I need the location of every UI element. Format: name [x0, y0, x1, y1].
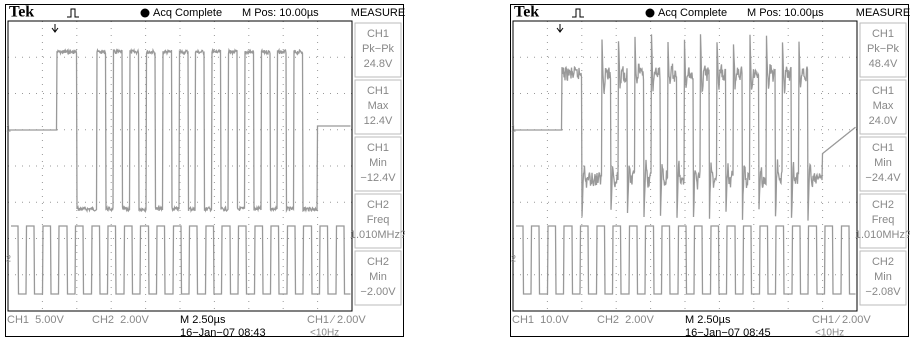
measure-name: Pk−Pk: [867, 43, 900, 55]
measure-channel: CH2: [367, 199, 389, 211]
trigger-arrow: [52, 24, 58, 32]
measure-channel: CH1: [872, 85, 894, 97]
trigger-setting: CH1 ∕ 2.00V: [812, 314, 871, 326]
mpos: M Pos: 10.00µs: [747, 7, 824, 19]
measure-name: Freq: [367, 214, 390, 226]
measure-channel: CH1: [367, 85, 389, 97]
measure-channel: CH2: [872, 199, 894, 211]
ch1-scale: CH1 5.00V: [7, 314, 65, 326]
ch2-marker: 2: [511, 253, 516, 263]
acq-status: Acq Complete: [153, 7, 222, 19]
scope-screen: Tek Acq Complete M Pos: 10.00µs 1 2 MEASURE CH…: [510, 4, 910, 338]
measure-value: 12.4V: [364, 115, 393, 127]
date-time: 16−Jan−07 08:43: [180, 327, 266, 338]
measure-value: −24.4V: [865, 172, 901, 184]
acq-status: Acq Complete: [658, 7, 727, 19]
ch1-marker: 1: [6, 123, 11, 133]
measure-title: MEASURE: [351, 7, 405, 19]
ch1-trace: [9, 50, 351, 211]
trigger-arrow: [557, 24, 563, 32]
measure-value: 24.0V: [869, 115, 898, 127]
ch2-scale: CH2 2.00V: [92, 314, 150, 326]
measure-name: Max: [873, 100, 894, 112]
measure-value: −2.08V: [865, 286, 901, 298]
trigger-icon: [67, 9, 79, 17]
trigger-freq: <10Hz: [815, 328, 844, 338]
measure-value: −12.4V: [360, 172, 396, 184]
timebase: M 2.50µs: [685, 314, 731, 326]
trigger-setting: CH1 ∕ 2.00V: [307, 314, 366, 326]
page: Tek Acq Complete M Pos: 10.00µs 1 2 MEASURE CH…: [0, 0, 920, 341]
mpos: M Pos: 10.00µs: [242, 7, 319, 19]
acq-dot: [141, 9, 150, 18]
measure-name: Min: [874, 271, 892, 283]
ch2-marker: 2: [6, 253, 11, 263]
ch1-scale: CH1 10.0V: [512, 314, 570, 326]
measure-title: MEASURE: [856, 7, 910, 19]
brand: Tek: [514, 4, 539, 21]
measure-value: 48.4V: [869, 58, 898, 70]
measure-name: Max: [368, 100, 389, 112]
measure-channel: CH1: [367, 142, 389, 154]
ch1-marker: 1: [511, 123, 516, 133]
measure-channel: CH1: [872, 142, 894, 154]
measure-name: Min: [369, 271, 387, 283]
measure-channel: CH2: [367, 256, 389, 268]
measure-name: Min: [874, 157, 892, 169]
trigger-freq: <10Hz: [310, 328, 339, 338]
measure-name: Freq: [872, 214, 895, 226]
measure-name: Min: [369, 157, 387, 169]
measure-channel: CH1: [872, 28, 894, 40]
measure-value: 1.010MHz?: [350, 229, 405, 241]
ch1-trace: [514, 34, 856, 220]
scope-screen: Tek Acq Complete M Pos: 10.00µs 1 2 MEASURE CH…: [5, 4, 405, 338]
measure-channel: CH2: [872, 256, 894, 268]
ch2-trace: [11, 226, 351, 294]
measure-value: 1.010MHz?: [855, 229, 910, 241]
measure-name: Pk−Pk: [362, 43, 395, 55]
date-time: 16−Jan−07 08:45: [685, 327, 771, 338]
ch2-trace: [516, 226, 856, 294]
acq-dot: [646, 9, 655, 18]
ch2-scale: CH2 2.00V: [597, 314, 655, 326]
timebase: M 2.50µs: [180, 314, 226, 326]
measure-value: 24.8V: [364, 58, 393, 70]
measure-value: −2.00V: [360, 286, 396, 298]
brand: Tek: [9, 4, 34, 21]
trigger-icon: [572, 9, 584, 17]
measure-channel: CH1: [367, 28, 389, 40]
